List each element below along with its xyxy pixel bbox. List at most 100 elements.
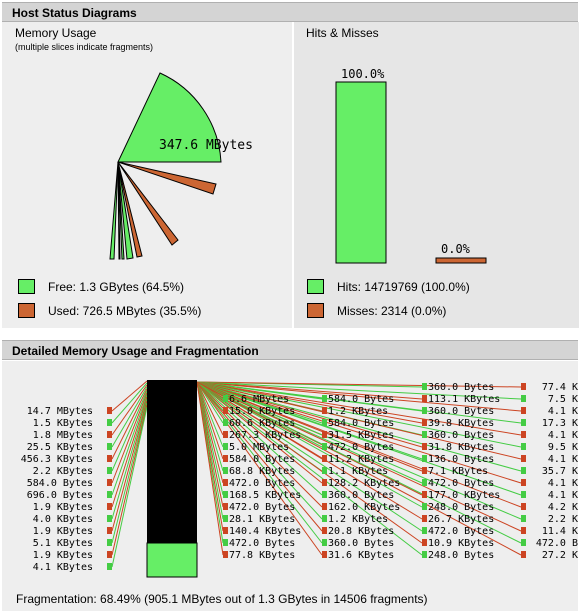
col4-fragment-link — [196, 381, 522, 400]
col4-fragment-marker — [521, 443, 526, 450]
col2-fragment-marker — [322, 407, 327, 414]
col4-fragment-label: 7.5 K — [548, 394, 578, 405]
col4-fragment-link — [196, 381, 522, 556]
col1-fragment-marker — [223, 515, 228, 522]
col2-fragment-label: 360.0 Bytes — [328, 538, 394, 549]
col3-fragment-marker — [422, 515, 427, 522]
col2-fragment-link — [196, 381, 323, 496]
left-fragment-marker — [107, 407, 112, 414]
col3-fragment-label: 472.0 Bytes — [428, 478, 494, 489]
left-fragment-link — [111, 384, 148, 436]
col3-fragment-link — [196, 381, 423, 424]
col3-fragment-marker — [422, 383, 427, 390]
col4-fragment-link — [196, 381, 522, 436]
left-fragment-label: 1.5 KBytes — [33, 418, 93, 429]
col4-fragment-label: 4.1 K — [548, 478, 578, 489]
col4-fragment-label: 4.1 K — [548, 430, 578, 441]
col3-fragment-label: 177.0 KBytes — [428, 490, 500, 501]
left-fragment-marker — [107, 467, 112, 474]
hits-misses-title: Hits & Misses — [306, 26, 379, 40]
col1-fragment-marker — [223, 539, 228, 546]
col2-fragment-label: 31.6 KBytes — [328, 550, 394, 561]
col3-fragment-label: 39.8 KBytes — [428, 418, 494, 429]
left-fragment-marker — [107, 563, 112, 570]
col4-fragment-link — [196, 381, 522, 544]
col1-fragment-marker — [223, 419, 228, 426]
col2-fragment-label: 360.0 Bytes — [328, 490, 394, 501]
left-fragment-marker — [107, 431, 112, 438]
col2-fragment-marker — [322, 539, 327, 546]
col3-fragment-marker — [422, 431, 427, 438]
left-fragment-link — [111, 406, 148, 568]
col2-fragment-marker — [322, 431, 327, 438]
col2-fragment-label: 31.5 KBytes — [328, 430, 394, 441]
left-fragment-label: 1.9 KBytes — [33, 502, 93, 513]
col4-fragment-label: 4.1 K — [548, 406, 578, 417]
col4-fragment-label: 77.4 K — [542, 382, 578, 393]
col4-fragment-label: 2.2 K — [548, 514, 578, 525]
col1-fragment-label: 472.0 Bytes — [229, 502, 295, 513]
col3-fragment-link — [196, 381, 423, 508]
col1-fragment-label: 77.8 KBytes — [229, 550, 295, 561]
col2-fragment-marker — [322, 455, 327, 462]
col4-fragment-marker — [521, 515, 526, 522]
detail-title: Detailed Memory Usage and Fragmentation — [12, 344, 259, 358]
left-fragment-label: 25.5 KBytes — [27, 442, 93, 453]
col2-fragment-marker — [322, 503, 327, 510]
col1-fragment-label: 60.6 KBytes — [229, 418, 295, 429]
col1-fragment-marker — [223, 407, 228, 414]
col3-fragment-label: 360.0 Bytes — [428, 430, 494, 441]
left-fragment-link — [111, 392, 148, 484]
col4-fragment-label: 35.7 K — [542, 466, 578, 477]
col4-fragment-label: 27.2 K — [542, 550, 578, 561]
host-status-header: Host Status Diagrams — [2, 2, 578, 22]
col2-fragment-marker — [322, 467, 327, 474]
col3-fragment-link — [196, 381, 423, 556]
col1-fragment-marker — [223, 455, 228, 462]
col4-fragment-marker — [521, 539, 526, 546]
left-fragment-label: 14.7 MBytes — [27, 406, 93, 417]
col2-fragment-label: 584.0 Bytes — [328, 418, 394, 429]
col2-fragment-link — [196, 381, 323, 532]
left-fragment-link — [111, 402, 148, 544]
col4-fragment-link — [196, 381, 522, 388]
col2-fragment-label: 472.0 Bytes — [328, 442, 394, 453]
col4-fragment-marker — [521, 527, 526, 534]
col2-fragment-label: 1.1 KBytes — [328, 466, 388, 477]
col4-fragment-label: 472.0 B — [536, 538, 578, 549]
col2-fragment-link — [196, 381, 323, 544]
col3-fragment-marker — [422, 407, 427, 414]
left-fragment-label: 456.3 KBytes — [21, 454, 93, 465]
left-fragment-link — [111, 396, 148, 508]
left-fragment-link — [111, 386, 148, 448]
col3-fragment-marker — [422, 467, 427, 474]
col4-fragment-link — [196, 381, 522, 520]
left-fragment-label: 1.9 KBytes — [33, 550, 93, 561]
col4-fragment-marker — [521, 395, 526, 402]
left-fragment-link — [111, 404, 148, 556]
detail-header: Detailed Memory Usage and Fragmentation — [2, 340, 578, 360]
used-slice-4 — [117, 161, 121, 260]
col1-fragment-label: 6.6 MBytes — [229, 394, 289, 405]
col3-fragment-marker — [422, 419, 427, 426]
col4-fragment-marker — [521, 431, 526, 438]
col3-fragment-label: 26.7 KBytes — [428, 514, 494, 525]
col4-fragment-label: 11.4 K — [542, 526, 578, 537]
col4-fragment-link — [196, 381, 522, 472]
left-fragment-label: 4.1 KBytes — [33, 562, 93, 573]
left-fragment-link — [111, 400, 148, 532]
left-fragment-link — [111, 398, 148, 520]
legend-hits-swatch — [307, 279, 324, 294]
free-slice-2 — [117, 161, 134, 260]
col4-fragment-marker — [521, 419, 526, 426]
left-fragment-marker — [107, 551, 112, 558]
free-slice-large — [117, 72, 222, 163]
misses-bar — [435, 257, 487, 264]
col1-fragment-marker — [223, 431, 228, 438]
col3-fragment-link — [196, 381, 423, 532]
left-fragment-label: 2.2 KBytes — [33, 466, 93, 477]
left-fragment-label: 5.1 KBytes — [33, 538, 93, 549]
col1-fragment-link — [196, 381, 224, 460]
col2-fragment-marker — [322, 479, 327, 486]
